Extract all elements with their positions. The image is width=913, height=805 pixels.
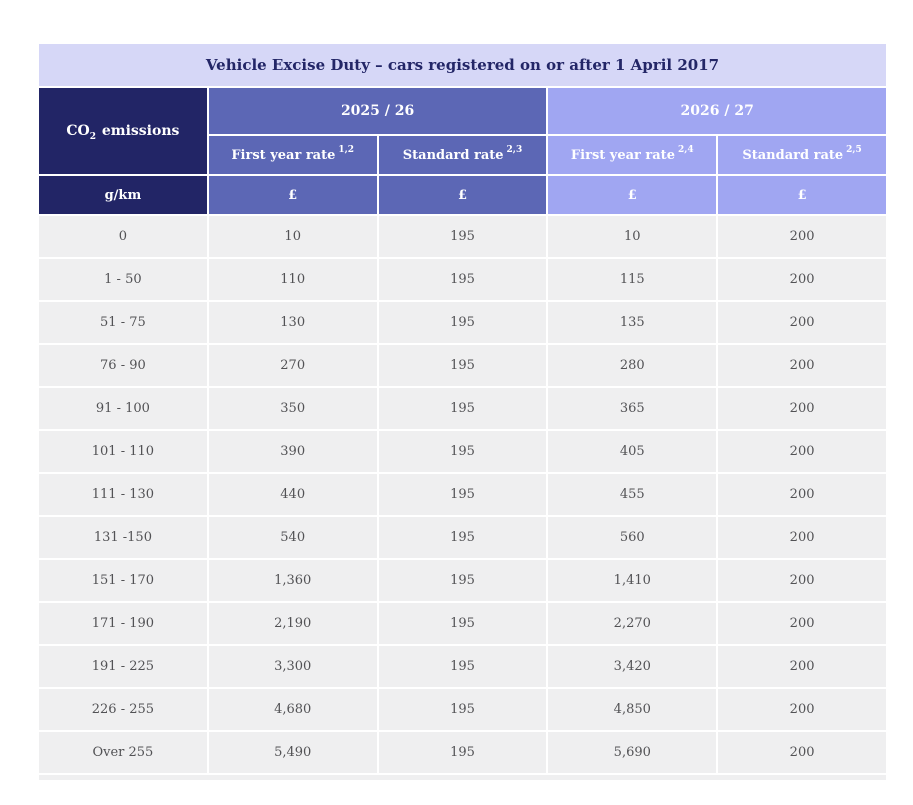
currency-symbol: £ xyxy=(457,187,468,203)
rate-cell: 1,360 xyxy=(208,560,377,601)
rate-cell: 455 xyxy=(548,474,717,515)
rate-cell: 365 xyxy=(548,388,717,429)
rate-cell: 440 xyxy=(208,474,377,515)
emission-band-cell: 171 - 190 xyxy=(39,603,207,644)
currency-symbol: £ xyxy=(288,187,298,203)
footnote-marker: 2,5 xyxy=(846,145,862,155)
rate-cell: 195 xyxy=(378,388,547,429)
rate-cell: 195 xyxy=(378,646,547,687)
emission-band-cell: 0 xyxy=(39,216,207,257)
rate-cell: 200 xyxy=(718,302,886,343)
emission-band-cell: 101 - 110 xyxy=(39,431,207,472)
rate-cell: 200 xyxy=(718,216,886,257)
rate-cell: 195 xyxy=(378,302,547,343)
rate-cell: 130 xyxy=(208,302,377,343)
rate-cell: 2,270 xyxy=(548,603,717,644)
emission-band-cell: 191 - 225 xyxy=(39,646,207,687)
col-first-year-rate-2025: First year rate 1,2 xyxy=(208,136,377,174)
rate-cell: 280 xyxy=(548,345,717,386)
rate-cell: 110 xyxy=(208,259,377,300)
col-label: Standard rate xyxy=(402,147,504,163)
rate-cell: 115 xyxy=(548,259,717,300)
ved-table: Vehicle Excise Duty – cars registered on… xyxy=(39,44,886,780)
currency-symbol: £ xyxy=(627,187,637,203)
rate-cell: 4,850 xyxy=(548,689,717,730)
rate-cell: 200 xyxy=(718,689,886,730)
col-first-year-rate-2026: First year rate 2,4 xyxy=(548,136,717,174)
emission-band-cell: 151 - 170 xyxy=(39,560,207,601)
unit-currency-2025-first: £ xyxy=(208,176,377,214)
rate-cell: 10 xyxy=(548,216,717,257)
rate-cell: 200 xyxy=(718,646,886,687)
rate-cell: 200 xyxy=(718,560,886,601)
rate-cell: 5,690 xyxy=(548,732,717,773)
rate-cell: 10 xyxy=(208,216,377,257)
footnote-marker: 2,4 xyxy=(677,145,694,155)
rate-cell: 200 xyxy=(718,431,886,472)
footnote-marker: 2,3 xyxy=(506,145,523,155)
emission-band-cell: 51 - 75 xyxy=(39,302,207,343)
rate-cell: 200 xyxy=(718,388,886,429)
emission-band-cell: 131 -150 xyxy=(39,517,207,558)
co2-subscript: 2 xyxy=(89,132,96,142)
rate-cell: 1,410 xyxy=(548,560,717,601)
emission-band-cell: 91 - 100 xyxy=(39,388,207,429)
rate-cell: 200 xyxy=(718,474,886,515)
footnote-marker: 1,2 xyxy=(338,145,355,155)
rate-cell: 5,490 xyxy=(208,732,377,773)
unit-currency-2026-standard: £ xyxy=(718,176,886,214)
table-bottom-strip xyxy=(39,775,886,780)
rate-cell: 195 xyxy=(378,474,547,515)
rate-cell: 195 xyxy=(378,216,547,257)
col-standard-rate-2025: Standard rate 2,3 xyxy=(378,136,547,174)
rate-cell: 195 xyxy=(378,517,547,558)
emission-band-cell: 1 - 50 xyxy=(39,259,207,300)
rate-cell: 195 xyxy=(378,603,547,644)
year-group-2026-27: 2026 / 27 xyxy=(548,88,886,134)
rate-cell: 405 xyxy=(548,431,717,472)
rate-cell: 195 xyxy=(378,732,547,773)
rate-cell: 390 xyxy=(208,431,377,472)
rate-cell: 200 xyxy=(718,603,886,644)
table-title: Vehicle Excise Duty – cars registered on… xyxy=(39,44,886,86)
rate-cell: 560 xyxy=(548,517,717,558)
emission-band-cell: 226 - 255 xyxy=(39,689,207,730)
rate-cell: 270 xyxy=(208,345,377,386)
emission-band-cell: 111 - 130 xyxy=(39,474,207,515)
rate-cell: 2,190 xyxy=(208,603,377,644)
col-standard-rate-2026: Standard rate 2,5 xyxy=(718,136,886,174)
emission-band-cell: 76 - 90 xyxy=(39,345,207,386)
table-title-text: Vehicle Excise Duty – cars registered on… xyxy=(205,56,720,74)
col-label: Standard rate xyxy=(742,147,844,163)
rate-cell: 195 xyxy=(378,431,547,472)
col-label: First year rate xyxy=(570,147,675,163)
emission-band-cell: Over 255 xyxy=(39,732,207,773)
unit-currency-2026-first: £ xyxy=(548,176,717,214)
rate-cell: 3,420 xyxy=(548,646,717,687)
year-group-2025-26: 2025 / 26 xyxy=(208,88,547,134)
col-label: First year rate xyxy=(231,147,336,163)
rate-cell: 200 xyxy=(718,259,886,300)
co2-emissions-label: CO2 emissions xyxy=(66,123,180,142)
co2-emissions-header: CO2 emissions xyxy=(39,88,207,174)
rate-cell: 200 xyxy=(718,517,886,558)
unit-currency-2025-standard: £ xyxy=(378,176,547,214)
rate-cell: 195 xyxy=(378,689,547,730)
year-group-2025-26-label: 2025 / 26 xyxy=(340,103,415,119)
unit-gkm-label: g/km xyxy=(104,187,142,203)
rate-cell: 195 xyxy=(378,345,547,386)
currency-symbol: £ xyxy=(797,187,807,203)
rate-cell: 195 xyxy=(378,560,547,601)
rate-cell: 200 xyxy=(718,345,886,386)
rate-cell: 350 xyxy=(208,388,377,429)
rate-cell: 4,680 xyxy=(208,689,377,730)
rate-cell: 3,300 xyxy=(208,646,377,687)
rate-cell: 540 xyxy=(208,517,377,558)
rate-cell: 200 xyxy=(718,732,886,773)
rate-cell: 135 xyxy=(548,302,717,343)
rate-cell: 195 xyxy=(378,259,547,300)
unit-gkm: g/km xyxy=(39,176,207,214)
year-group-2026-27-label: 2026 / 27 xyxy=(680,103,754,119)
